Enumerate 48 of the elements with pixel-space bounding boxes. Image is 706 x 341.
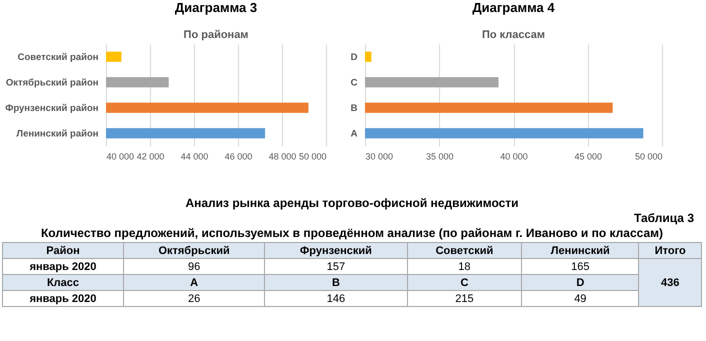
text: 436 — [661, 276, 680, 288]
x-tick-label: 40 000 — [106, 152, 134, 162]
x-tick-label: 50 000 — [298, 152, 326, 162]
text: январь 2020 — [30, 292, 96, 304]
text: Район — [46, 244, 80, 256]
text: 157 — [326, 260, 346, 272]
text: Советский — [436, 244, 494, 256]
y-tick-label: D — [350, 52, 358, 63]
y-tick-label: C — [350, 77, 358, 88]
text: Итого — [654, 244, 686, 256]
x-tick-label: 46 000 — [224, 152, 252, 162]
text: 146 — [326, 292, 346, 304]
y-tick-label: Фрунзенский район — [5, 102, 99, 114]
x-tick-label: 35 000 — [426, 152, 454, 162]
text: Количество предложений, используемых в проведённом анализе (по районам г. Иваново и по классам) — [40, 226, 664, 241]
text: A — [190, 276, 198, 288]
x-tick-label: 30 000 — [366, 152, 394, 162]
x-tick-label: 45 000 — [574, 152, 602, 162]
text: январь 2020 — [30, 260, 96, 272]
chart-subtitle: По классам — [482, 29, 546, 41]
text: Таблица 3 — [632, 211, 695, 226]
y-tick-label: B — [350, 102, 358, 114]
text: 26 — [188, 292, 200, 304]
y-tick-label: Советский район — [18, 52, 99, 63]
text: 49 — [574, 292, 586, 304]
chart-title: Диаграмма 3 — [174, 0, 258, 15]
text: D — [576, 276, 584, 288]
text: Класс — [46, 276, 80, 288]
x-tick-label: 44 000 — [180, 152, 208, 162]
text: C — [460, 276, 468, 288]
chart-subtitle: По районам — [184, 29, 248, 41]
x-tick-label: 48 000 — [268, 152, 296, 162]
text: 165 — [571, 260, 590, 272]
x-tick-label: 40 000 — [500, 152, 528, 162]
text: 96 — [188, 260, 200, 272]
y-tick-label: Октябрьский район — [6, 77, 99, 88]
text: Ленинский — [550, 244, 610, 256]
text: Фрунзенский — [300, 244, 372, 256]
y-tick-label: A — [350, 128, 358, 140]
text: 18 — [458, 260, 471, 272]
x-tick-label: 42 000 — [136, 152, 164, 162]
y-tick-label: Ленинский район — [16, 128, 99, 140]
x-tick-label: 50 000 — [634, 152, 662, 162]
text: 215 — [455, 292, 474, 304]
text: Анализ рынка аренды торгово-офисной недвижимости — [184, 196, 520, 211]
text: Октябрьский — [158, 244, 230, 256]
text: B — [332, 276, 340, 288]
chart-title: Диаграмма 4 — [472, 0, 556, 15]
